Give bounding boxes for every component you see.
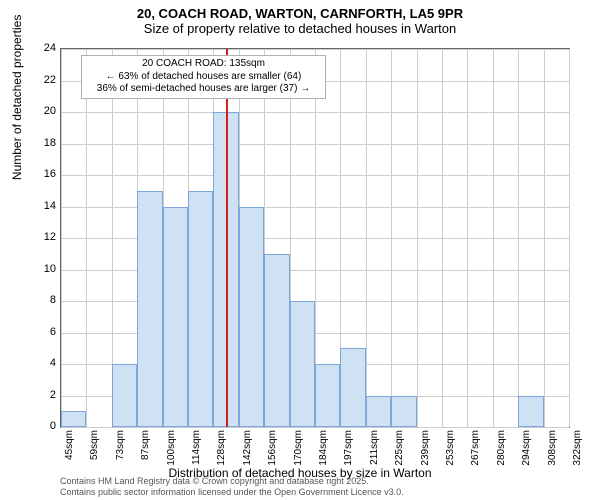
x-tick-label: 156sqm (267, 430, 278, 470)
annotation-line3: 36% of semi-detached houses are larger (… (86, 83, 321, 96)
y-axis-label: Number of detached properties (10, 15, 24, 180)
histogram-bar (239, 207, 264, 428)
y-tick-label: 16 (44, 168, 56, 180)
y-tick-label: 18 (44, 137, 56, 149)
x-tick-label: 59sqm (89, 430, 100, 470)
x-tick-label: 280sqm (496, 430, 507, 470)
x-tick-label: 114sqm (191, 430, 202, 470)
y-tick-label: 4 (50, 357, 56, 369)
gridline-v (518, 49, 519, 427)
x-tick-label: 128sqm (216, 430, 227, 470)
y-tick-label: 14 (44, 200, 56, 212)
gridline-h (61, 427, 569, 428)
gridline-v (442, 49, 443, 427)
gridline-v (544, 49, 545, 427)
chart-titles: 20, COACH ROAD, WARTON, CARNFORTH, LA5 9… (0, 0, 600, 36)
y-tick-label: 12 (44, 231, 56, 243)
chart-title-line1: 20, COACH ROAD, WARTON, CARNFORTH, LA5 9… (0, 6, 600, 21)
histogram-bar (137, 191, 162, 427)
histogram-bar (340, 348, 365, 427)
histogram-bar (290, 301, 315, 427)
histogram-bar (61, 411, 86, 427)
x-tick-label: 267sqm (470, 430, 481, 470)
histogram-bar (163, 207, 188, 428)
y-tick-label: 0 (50, 420, 56, 432)
gridline-v (366, 49, 367, 427)
histogram-bar (264, 254, 289, 427)
x-tick-label: 100sqm (166, 430, 177, 470)
x-tick-label: 142sqm (242, 430, 253, 470)
histogram-bar (315, 364, 340, 427)
histogram-bar (188, 191, 213, 427)
x-tick-label: 87sqm (140, 430, 151, 470)
histogram-bar (391, 396, 416, 428)
y-tick-label: 8 (50, 294, 56, 306)
chart-title-line2: Size of property relative to detached ho… (0, 21, 600, 36)
gridline-v (391, 49, 392, 427)
x-tick-label: 170sqm (293, 430, 304, 470)
y-tick-label: 2 (50, 389, 56, 401)
gridline-v (86, 49, 87, 427)
x-tick-label: 211sqm (369, 430, 380, 470)
gridline-v (467, 49, 468, 427)
x-tick-label: 294sqm (521, 430, 532, 470)
x-tick-label: 239sqm (420, 430, 431, 470)
gridline-v (61, 49, 62, 427)
marker-line (226, 49, 228, 427)
annotation-line1: 20 COACH ROAD: 135sqm (86, 58, 321, 71)
annotation-box: 20 COACH ROAD: 135sqm← 63% of detached h… (81, 55, 326, 99)
x-tick-label: 45sqm (64, 430, 75, 470)
x-tick-label: 308sqm (547, 430, 558, 470)
footnote: Contains HM Land Registry data © Crown c… (60, 476, 404, 498)
gridline-v (417, 49, 418, 427)
gridline-v (493, 49, 494, 427)
x-tick-label: 197sqm (343, 430, 354, 470)
y-tick-label: 20 (44, 105, 56, 117)
y-tick-label: 24 (44, 42, 56, 54)
x-tick-label: 225sqm (394, 430, 405, 470)
annotation-line2: ← 63% of detached houses are smaller (64… (86, 71, 321, 84)
x-tick-label: 253sqm (445, 430, 456, 470)
x-tick-label: 322sqm (572, 430, 583, 470)
y-tick-label: 6 (50, 326, 56, 338)
histogram-bar (112, 364, 137, 427)
plot-area: 20 COACH ROAD: 135sqm← 63% of detached h… (60, 48, 570, 428)
x-tick-label: 73sqm (115, 430, 126, 470)
gridline-v (569, 49, 570, 427)
footnote-line1: Contains HM Land Registry data © Crown c… (60, 476, 404, 487)
x-tick-label: 184sqm (318, 430, 329, 470)
footnote-line2: Contains public sector information licen… (60, 487, 404, 498)
y-tick-label: 10 (44, 263, 56, 275)
histogram-bar (518, 396, 543, 428)
y-tick-label: 22 (44, 74, 56, 86)
histogram-bar (366, 396, 391, 428)
